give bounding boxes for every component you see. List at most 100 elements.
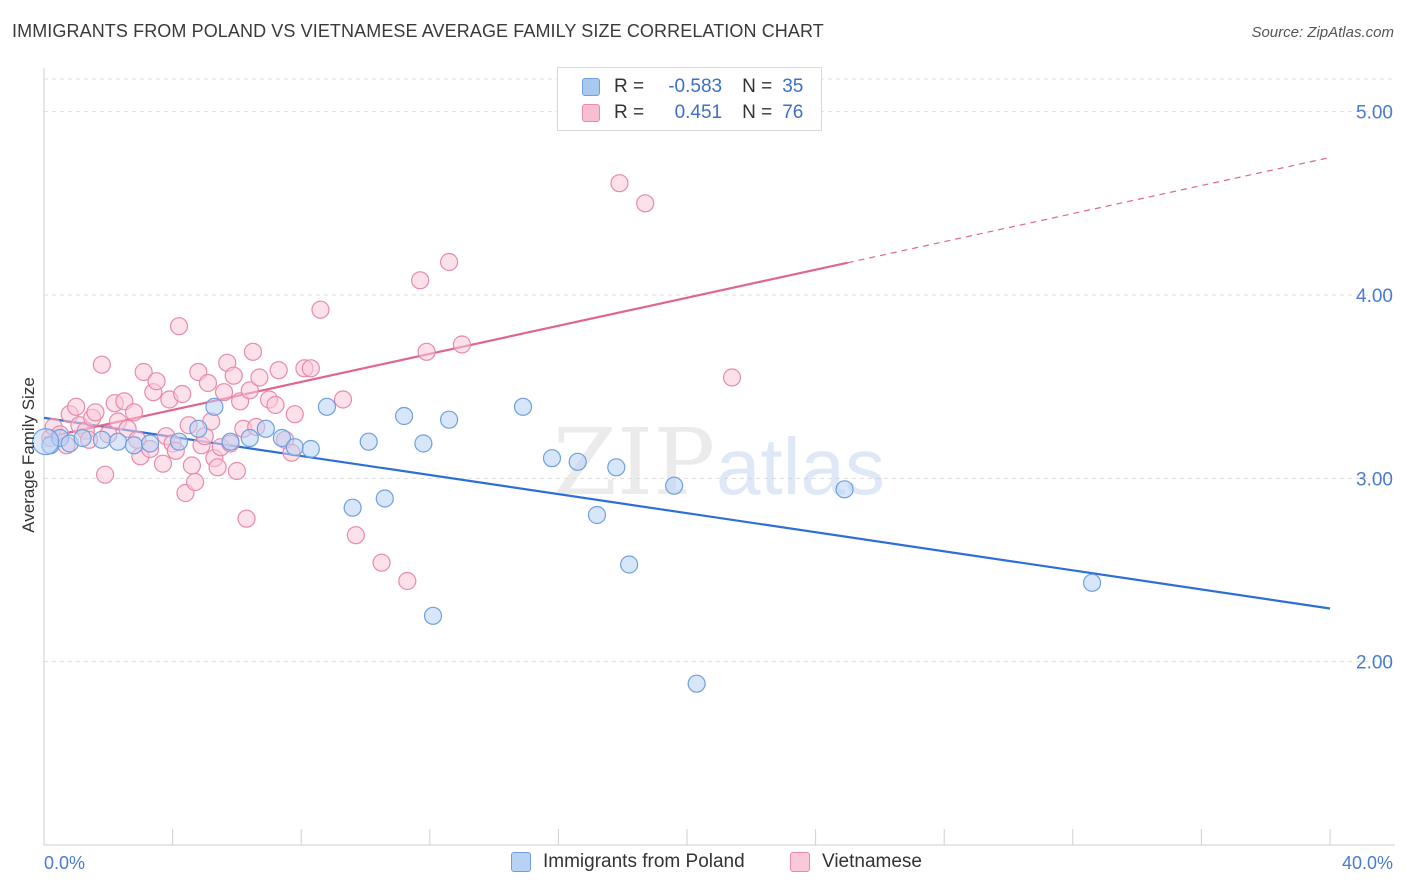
- legend-swatch-vietnamese: [582, 104, 600, 122]
- tick-labels: 2.00 3.00 4.00 5.00 0.0% 40.0%: [44, 103, 1393, 873]
- y-tick-label: 5.00: [1356, 103, 1393, 124]
- data-points: [32, 174, 1102, 693]
- x-tick-label: 0.0%: [44, 853, 85, 873]
- legend-row-poland: R = -0.583 N = 35: [582, 75, 803, 99]
- legend-label-vietnamese: Vietnamese: [822, 851, 922, 872]
- trend-lines: [43, 156, 1331, 610]
- vietnamese-point: [243, 342, 263, 361]
- legend-swatch-poland: [511, 852, 531, 872]
- vietnamese-point: [208, 458, 227, 477]
- vietnamese-point: [411, 271, 430, 290]
- vietnamese-point: [240, 381, 259, 400]
- poland-point: [542, 449, 562, 468]
- vietnamese-point: [266, 395, 285, 415]
- y-tick-label: 2.00: [1356, 653, 1393, 674]
- legend-n-label: N =: [742, 76, 773, 97]
- legend-r-value: -0.583: [668, 76, 723, 97]
- vietnamese-point: [124, 403, 144, 422]
- poland-point: [423, 606, 443, 625]
- vietnamese-point: [92, 355, 111, 374]
- poland-point: [301, 439, 320, 459]
- poland-point: [92, 430, 111, 449]
- y-tick-label: 4.00: [1356, 286, 1393, 307]
- vietnamese-point: [224, 366, 243, 385]
- vietnamese-point: [214, 383, 234, 402]
- poland-point: [513, 397, 533, 416]
- vietnamese-point: [134, 362, 153, 382]
- vietnamese-point: [722, 368, 742, 387]
- watermark: ZIP atlas: [553, 409, 885, 516]
- poland-point: [665, 476, 684, 495]
- poland-point: [256, 419, 275, 438]
- poland-point: [169, 432, 189, 451]
- source-label: Source: ZipAtlas.com: [1251, 24, 1394, 41]
- poland-point: [687, 674, 706, 693]
- series-legend: Immigrants from Poland Vietnamese: [0, 851, 1406, 877]
- vietnamese-trend-line: [43, 261, 848, 440]
- poland-point: [272, 428, 292, 448]
- legend-r-label: R =: [614, 76, 645, 97]
- poland-point: [1082, 573, 1102, 592]
- poland-point: [835, 480, 854, 499]
- vietnamese-point: [186, 472, 205, 492]
- vietnamese-point: [227, 461, 246, 481]
- vietnamese-point: [417, 342, 436, 361]
- poland-point: [189, 419, 208, 438]
- poland-point: [108, 432, 128, 451]
- vietnamese-point: [173, 384, 192, 404]
- legend-n-value: 76: [782, 102, 804, 123]
- poland-point: [375, 489, 394, 508]
- poland-point: [343, 498, 362, 517]
- legend-row-vietnamese: R = 0.451 N = 76: [582, 101, 803, 125]
- poland-point: [607, 458, 626, 477]
- x-tick-label: 40.0%: [1342, 853, 1393, 873]
- axes: [43, 68, 1395, 846]
- vietnamese-point: [67, 397, 86, 416]
- legend-swatch-vietnamese: [790, 852, 810, 872]
- vietnamese-point: [169, 317, 189, 336]
- vietnamese-point: [198, 373, 218, 393]
- poland-point: [317, 397, 337, 416]
- poland-trend-line: [43, 416, 1331, 610]
- correlation-legend: R = -0.583 N = 35 R = 0.451 N = 76: [557, 67, 822, 131]
- vietnamese-trend-extension: [847, 156, 1331, 264]
- y-tick-label: 3.00: [1356, 469, 1393, 490]
- legend-item-poland: Immigrants from Poland: [511, 851, 745, 873]
- vietnamese-point: [333, 390, 353, 409]
- legend-r-value: 0.451: [674, 102, 723, 123]
- legend-swatch-poland: [582, 78, 600, 96]
- vietnamese-point: [269, 361, 288, 380]
- watermark-atlas: atlas: [716, 422, 885, 511]
- vietnamese-point: [311, 300, 330, 319]
- legend-n-label: N =: [742, 102, 773, 123]
- poland-point: [414, 434, 433, 453]
- poland-point: [568, 452, 587, 471]
- vietnamese-point: [237, 509, 256, 528]
- chart-title: IMMIGRANTS FROM POLAND VS VIETNAMESE AVE…: [12, 21, 824, 41]
- vietnamese-point: [95, 465, 115, 484]
- legend-r-label: R =: [614, 102, 645, 123]
- vietnamese-point: [610, 174, 629, 193]
- vietnamese-point: [182, 456, 201, 475]
- poland-point: [32, 428, 60, 456]
- poland-point: [359, 432, 378, 451]
- vietnamese-point: [452, 335, 472, 354]
- vietnamese-point: [346, 526, 365, 545]
- poland-point: [439, 410, 459, 429]
- vietnamese-point: [636, 194, 655, 213]
- legend-n-value: 35: [782, 76, 804, 97]
- vietnamese-point: [86, 403, 105, 422]
- vietnamese-point: [301, 359, 320, 378]
- poland-point: [240, 428, 259, 448]
- poland-point: [73, 428, 92, 448]
- vietnamese-point: [439, 252, 459, 272]
- poland-point: [587, 505, 607, 525]
- vietnamese-point: [285, 405, 304, 424]
- poland-point: [394, 406, 414, 426]
- grid-lines: [44, 78, 1395, 663]
- vietnamese-point: [250, 368, 269, 387]
- poland-point: [205, 397, 224, 416]
- legend-label-poland: Immigrants from Poland: [543, 851, 745, 872]
- poland-point: [124, 436, 144, 455]
